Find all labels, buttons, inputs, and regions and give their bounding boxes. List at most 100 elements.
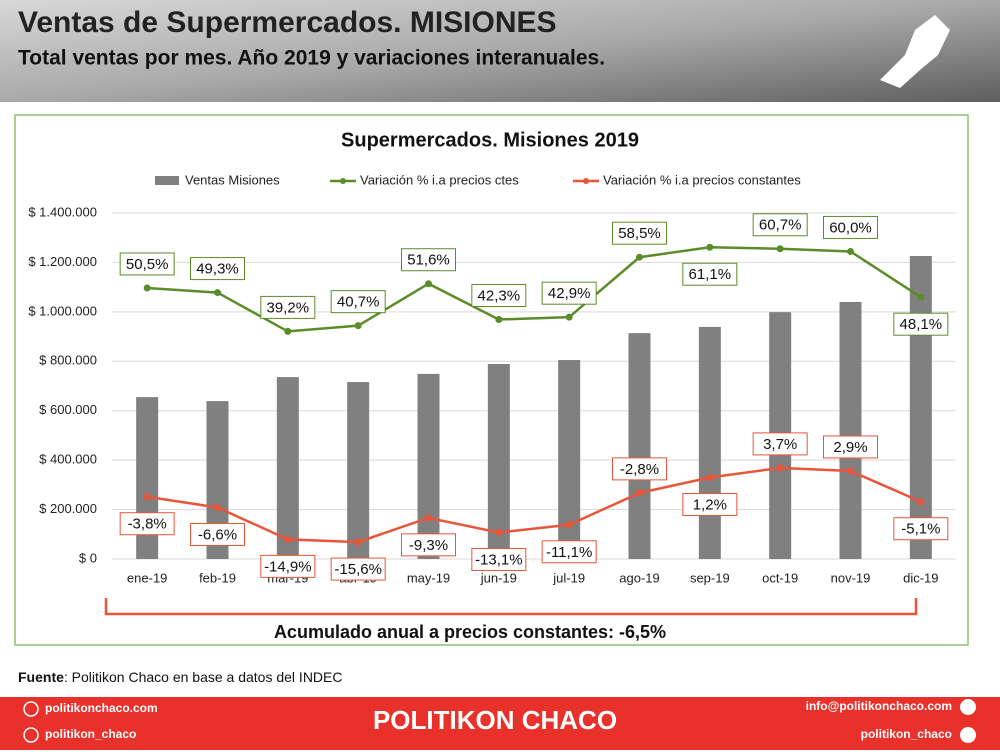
legend-label: Variación % i.a precios constantes xyxy=(603,172,801,187)
data-label: 3,7% xyxy=(763,436,797,453)
header-title: Ventas de Supermercados. MISIONES xyxy=(18,6,557,39)
x-tick-label: dic-19 xyxy=(903,570,938,585)
y-tick-label: $ 200.000 xyxy=(39,501,97,516)
line-marker xyxy=(284,535,292,543)
x-tick-label: jun-19 xyxy=(480,570,517,585)
data-label-box xyxy=(330,557,386,581)
chart-title: Supermercados. Misiones 2019 xyxy=(341,129,639,151)
data-label-box xyxy=(401,248,456,272)
y-tick-label: $ 1.000.000 xyxy=(28,303,97,318)
twitter-icon xyxy=(960,727,976,743)
bar xyxy=(698,326,721,559)
line-marker xyxy=(214,289,221,297)
bar xyxy=(558,360,581,559)
data-label-box xyxy=(471,283,527,307)
map-silhouette xyxy=(880,15,950,88)
data-label-box xyxy=(401,533,456,557)
footer-instagram[interactable]: politikon_chaco xyxy=(45,727,136,741)
data-label: 60,7% xyxy=(759,217,802,234)
data-label-box xyxy=(823,435,878,459)
data-label-box xyxy=(682,262,738,286)
data-label: 42,9% xyxy=(548,285,591,302)
data-label-box xyxy=(330,290,386,314)
y-tick-label: $ 1.400.000 xyxy=(28,204,97,219)
line-marker xyxy=(425,280,432,288)
y-tick-label: $ 800.000 xyxy=(39,353,97,368)
line-marker xyxy=(565,313,573,321)
data-label: -11,1% xyxy=(546,544,592,561)
source-text: : Politikon Chaco en base a datos del IN… xyxy=(64,669,343,685)
email-icon xyxy=(960,699,976,715)
data-label: 50,5% xyxy=(126,256,169,273)
plot: $ 0 $ 200.000 $ 400.000 $ 600.000 $ 800.000 $… xyxy=(28,172,956,585)
data-label: -6,6% xyxy=(198,526,237,543)
footer-twitter[interactable]: politikon_chaco xyxy=(861,727,952,741)
data-label-box xyxy=(119,512,175,536)
data-label: 2,9% xyxy=(833,439,867,456)
data-label: 60,0% xyxy=(829,219,872,236)
source-label: Fuente xyxy=(18,669,64,685)
data-label-box xyxy=(612,221,667,245)
annotation: Acumulado anual a precios constantes: -6… xyxy=(274,622,666,642)
data-label-box xyxy=(752,213,808,237)
bar xyxy=(487,364,510,559)
line-marker xyxy=(425,514,432,522)
data-label-box xyxy=(119,252,175,276)
data-label-box xyxy=(682,492,738,516)
bar xyxy=(628,333,651,559)
data-label: 49,3% xyxy=(196,261,239,278)
bar xyxy=(347,382,370,559)
line-marker xyxy=(776,245,784,253)
line-marker xyxy=(143,284,151,292)
annotation-bracket xyxy=(104,598,918,616)
bar xyxy=(839,301,862,559)
web-icon xyxy=(23,701,39,717)
line-marker xyxy=(917,293,925,301)
data-label-box xyxy=(752,432,808,456)
footer-email[interactable]: info@politikonchaco.com xyxy=(806,699,952,713)
legend-label: Variación % i.a precios ctes xyxy=(360,172,519,187)
legend-label: Ventas Misiones xyxy=(185,172,280,187)
line-marker xyxy=(636,489,643,497)
data-label-box xyxy=(471,547,527,571)
bar xyxy=(206,401,229,559)
footer-web[interactable]: politikonchaco.com xyxy=(45,701,158,715)
x-tick-label: oct-19 xyxy=(762,570,798,585)
bar xyxy=(909,256,932,559)
line-marker xyxy=(847,467,854,475)
y-tick-label: $ 600.000 xyxy=(39,402,97,417)
x-tick-label: may-19 xyxy=(407,570,450,585)
y-tick-label: $ 1.200.000 xyxy=(28,254,97,269)
y-tick-label: $ 400.000 xyxy=(39,452,97,467)
x-tick-label: nov-19 xyxy=(831,570,871,585)
line-marker xyxy=(143,493,151,501)
line xyxy=(147,245,922,333)
line-marker xyxy=(706,243,714,251)
data-label: 1,2% xyxy=(693,496,727,513)
bar xyxy=(276,377,299,559)
line-marker xyxy=(495,528,503,536)
x-tick-label: jul-19 xyxy=(552,570,585,585)
line-marker xyxy=(354,538,362,546)
x-tick-label: ago-19 xyxy=(619,570,659,585)
data-label-box xyxy=(260,554,316,578)
line xyxy=(146,466,922,544)
line-marker xyxy=(706,473,714,481)
data-label-box xyxy=(541,281,597,305)
y-tick-label: $ 0 xyxy=(79,550,97,565)
data-label-box xyxy=(612,457,667,481)
data-label-box xyxy=(893,517,949,541)
data-label: -2,8% xyxy=(620,461,659,478)
data-label: 42,3% xyxy=(478,287,521,304)
data-label-box xyxy=(190,257,245,281)
data-label: 40,7% xyxy=(337,294,380,311)
data-label-box xyxy=(893,312,949,336)
line-marker xyxy=(354,322,362,330)
source: Fuente: Politikon Chaco en base a datos … xyxy=(18,669,343,685)
x-tick-label: ene-19 xyxy=(127,570,167,585)
data-label: -3,8% xyxy=(128,516,167,533)
data-label: 58,5% xyxy=(618,225,661,242)
data-label: -5,1% xyxy=(901,521,940,538)
x-tick-label: feb-19 xyxy=(199,570,236,585)
data-label: -14,9% xyxy=(264,558,312,575)
